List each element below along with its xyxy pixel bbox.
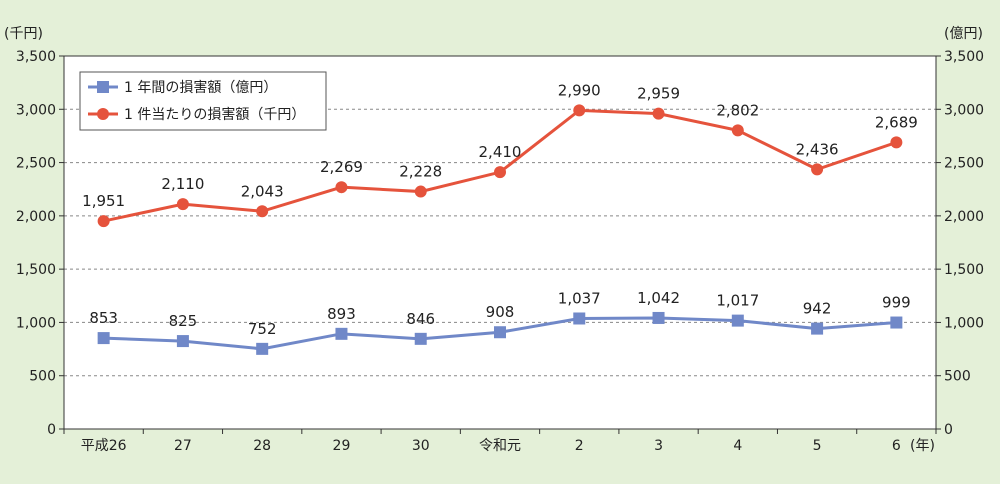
data-point-square	[890, 316, 903, 329]
data-label: 999	[882, 294, 911, 312]
data-label: 752	[248, 320, 277, 338]
x-tick-label: 30	[412, 438, 430, 454]
data-point-circle	[494, 166, 506, 179]
data-label: 853	[89, 309, 118, 327]
right-axis-unit: (億円)	[944, 26, 983, 42]
y-tick-label-right: 3,500	[944, 49, 984, 65]
y-tick-label-right: 3,000	[944, 102, 984, 118]
x-tick-label: 5	[813, 438, 822, 454]
data-label: 2,410	[479, 143, 522, 161]
data-label: 2,228	[399, 163, 442, 181]
data-point-square	[176, 335, 189, 348]
legend-marker-annual	[97, 81, 109, 93]
y-tick-label-left: 1,500	[16, 262, 56, 278]
legend-box	[79, 71, 327, 131]
x-tick-label: 27	[174, 438, 192, 454]
y-tick-label-right: 0	[944, 422, 953, 438]
legend-marker-per-case	[97, 108, 109, 120]
data-label: 1,037	[558, 289, 601, 307]
data-point-circle	[176, 198, 189, 211]
data-point-circle	[573, 104, 586, 117]
data-point-circle	[97, 215, 110, 228]
data-point-circle	[811, 163, 824, 176]
data-point-square	[573, 312, 586, 325]
data-label: 2,436	[796, 140, 839, 158]
data-point-square	[731, 314, 744, 327]
x-tick-label: 28	[253, 438, 271, 454]
plot-frame	[63, 55, 937, 430]
x-tick-label: 平成26	[81, 438, 127, 454]
data-label: 1,042	[637, 289, 680, 307]
y-tick-label-right: 1,500	[944, 262, 984, 278]
data-point-circle	[335, 181, 348, 194]
x-tick-label: 6	[892, 438, 901, 454]
left-axis-unit: (千円)	[4, 26, 43, 42]
y-tick-label-left: 2,000	[16, 209, 56, 225]
series-group: 853 825 752 893 846 908 1,037 1,042 1,017 942 999 1…	[82, 81, 918, 355]
data-label: 1,951	[82, 192, 125, 210]
y-tick-label-left: 0	[47, 422, 56, 438]
y-tick-label-right: 2,500	[944, 156, 984, 172]
legend-label-annual: 1 年間の損害額（億円）	[124, 80, 277, 96]
left-y-axis: 0 500 1,000 1,500 2,000 2,500 3,000 3,500	[16, 49, 64, 438]
data-label: 846	[406, 310, 435, 328]
x-tick-label: 令和元	[479, 438, 521, 454]
data-point-square	[335, 327, 348, 340]
data-point-square	[414, 332, 427, 345]
legend-label-per-case: 1 件当たりの損害額（千円）	[124, 107, 305, 123]
right-y-axis: 0 500 1,000 1,500 2,000 2,500 3,000 3,500	[936, 49, 984, 438]
y-tick-label-left: 1,000	[16, 315, 56, 331]
data-label: 942	[803, 300, 832, 318]
legend: 1 年間の損害額（億円） 1 件当たりの損害額（千円）	[79, 71, 327, 131]
data-label: 2,043	[241, 182, 284, 200]
data-point-square	[494, 326, 506, 339]
x-axis-unit: (年)	[910, 438, 935, 454]
y-tick-label-right: 1,000	[944, 315, 984, 331]
x-tick-label: 3	[654, 438, 663, 454]
data-label: 2,689	[875, 113, 918, 131]
data-label: 908	[486, 303, 515, 321]
data-point-square	[811, 322, 824, 335]
y-tick-label-left: 2,500	[16, 156, 56, 172]
data-label: 2,959	[637, 85, 680, 103]
x-tick-label: 4	[733, 438, 742, 454]
x-axis: 平成26 27 28 29 30 令和元 2 3 4 5 6	[63, 429, 937, 454]
data-label: 1,017	[716, 292, 759, 310]
data-label: 2,802	[716, 101, 759, 119]
data-point-circle	[414, 185, 427, 198]
y-tick-label-left: 3,500	[16, 49, 56, 65]
data-point-square	[652, 311, 665, 324]
data-label: 2,990	[558, 81, 601, 99]
data-point-circle	[890, 136, 903, 149]
data-point-circle	[731, 124, 744, 137]
y-tick-label-left: 500	[29, 369, 56, 385]
data-label: 2,269	[320, 158, 363, 176]
y-tick-label-right: 2,000	[944, 209, 984, 225]
y-tick-label-left: 3,000	[16, 102, 56, 118]
x-tick-label: 2	[575, 438, 584, 454]
data-label: 825	[169, 312, 198, 330]
data-point-square	[256, 342, 269, 355]
y-tick-label-right: 500	[944, 369, 971, 385]
data-point-square	[97, 332, 110, 345]
data-label: 2,110	[161, 175, 204, 193]
data-point-circle	[256, 205, 269, 218]
data-point-circle	[652, 107, 665, 120]
data-label: 893	[327, 305, 356, 323]
x-tick-label: 29	[333, 438, 351, 454]
